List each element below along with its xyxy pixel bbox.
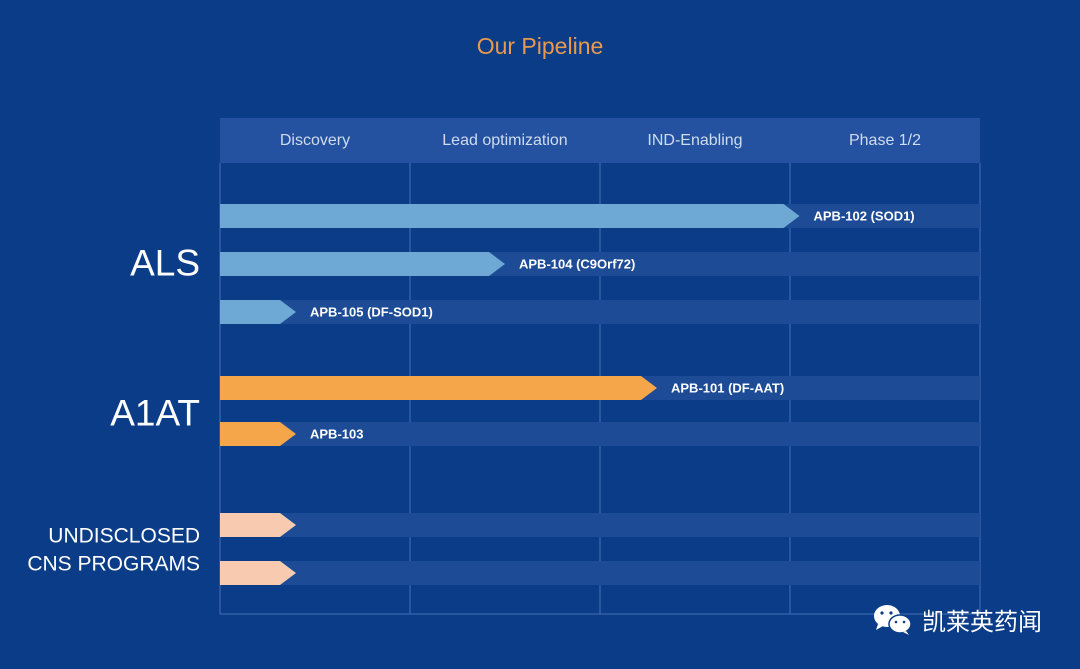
program-label: APB-104 (C9Orf72) (519, 257, 635, 272)
phase-label: Lead optimization (442, 132, 567, 149)
indication-labels: ALS A1AT UNDISCLOSED CNS PROGRAMS (27, 242, 200, 575)
program-bar (220, 513, 296, 537)
page-title: Our Pipeline (476, 33, 604, 59)
program-bar (220, 204, 800, 228)
watermark: 凯莱英药闻 (872, 602, 1042, 637)
bar-track (220, 422, 980, 446)
wechat-icon (874, 604, 912, 635)
bar-track (220, 513, 980, 537)
program-label: APB-105 (DF-SOD1) (310, 305, 433, 320)
bar-track (220, 561, 980, 585)
group-label: A1AT (110, 392, 200, 433)
phase-header: Discovery Lead optimization IND-Enabling Ph… (220, 118, 980, 163)
program-bar (220, 376, 657, 400)
program-bar (220, 252, 505, 276)
group-label: ALS (130, 242, 200, 283)
program-bar (220, 300, 296, 324)
phase-label: Phase 1/2 (849, 132, 921, 149)
phase-header-band (220, 118, 980, 163)
program-label: APB-102 (SOD1) (814, 209, 915, 224)
group-label: UNDISCLOSED (48, 525, 200, 548)
program-label: APB-103 (310, 427, 363, 442)
program-label: APB-101 (DF-AAT) (671, 381, 784, 396)
bar-track (220, 300, 980, 324)
watermark-text: 凯莱英药闻 (922, 608, 1042, 636)
program-bar (220, 422, 296, 446)
phase-label: Discovery (280, 132, 350, 149)
group-label: CNS PROGRAMS (27, 553, 200, 576)
phase-label: IND-Enabling (647, 132, 742, 149)
program-bar (220, 561, 296, 585)
program-bars: APB-102 (SOD1) APB-104 (C9Orf72) APB-105 (… (220, 204, 980, 585)
